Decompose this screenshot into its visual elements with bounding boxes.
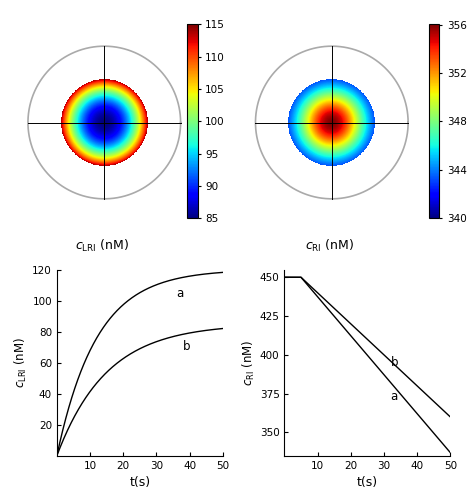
X-axis label: t(s): t(s): [357, 476, 378, 489]
Text: b: b: [183, 340, 191, 353]
Text: $c_\mathregular{LRI}$ (nM): $c_\mathregular{LRI}$ (nM): [75, 238, 129, 254]
Y-axis label: $c_\mathregular{LRI}$ (nM): $c_\mathregular{LRI}$ (nM): [13, 337, 29, 388]
Y-axis label: $c_\mathregular{RI}$ (nM): $c_\mathregular{RI}$ (nM): [241, 340, 257, 386]
Text: a: a: [391, 390, 398, 403]
X-axis label: t(s): t(s): [129, 476, 150, 489]
Text: b: b: [391, 356, 398, 368]
Text: a: a: [176, 288, 183, 300]
Text: $c_\mathregular{RI}$ (nM): $c_\mathregular{RI}$ (nM): [305, 238, 354, 254]
